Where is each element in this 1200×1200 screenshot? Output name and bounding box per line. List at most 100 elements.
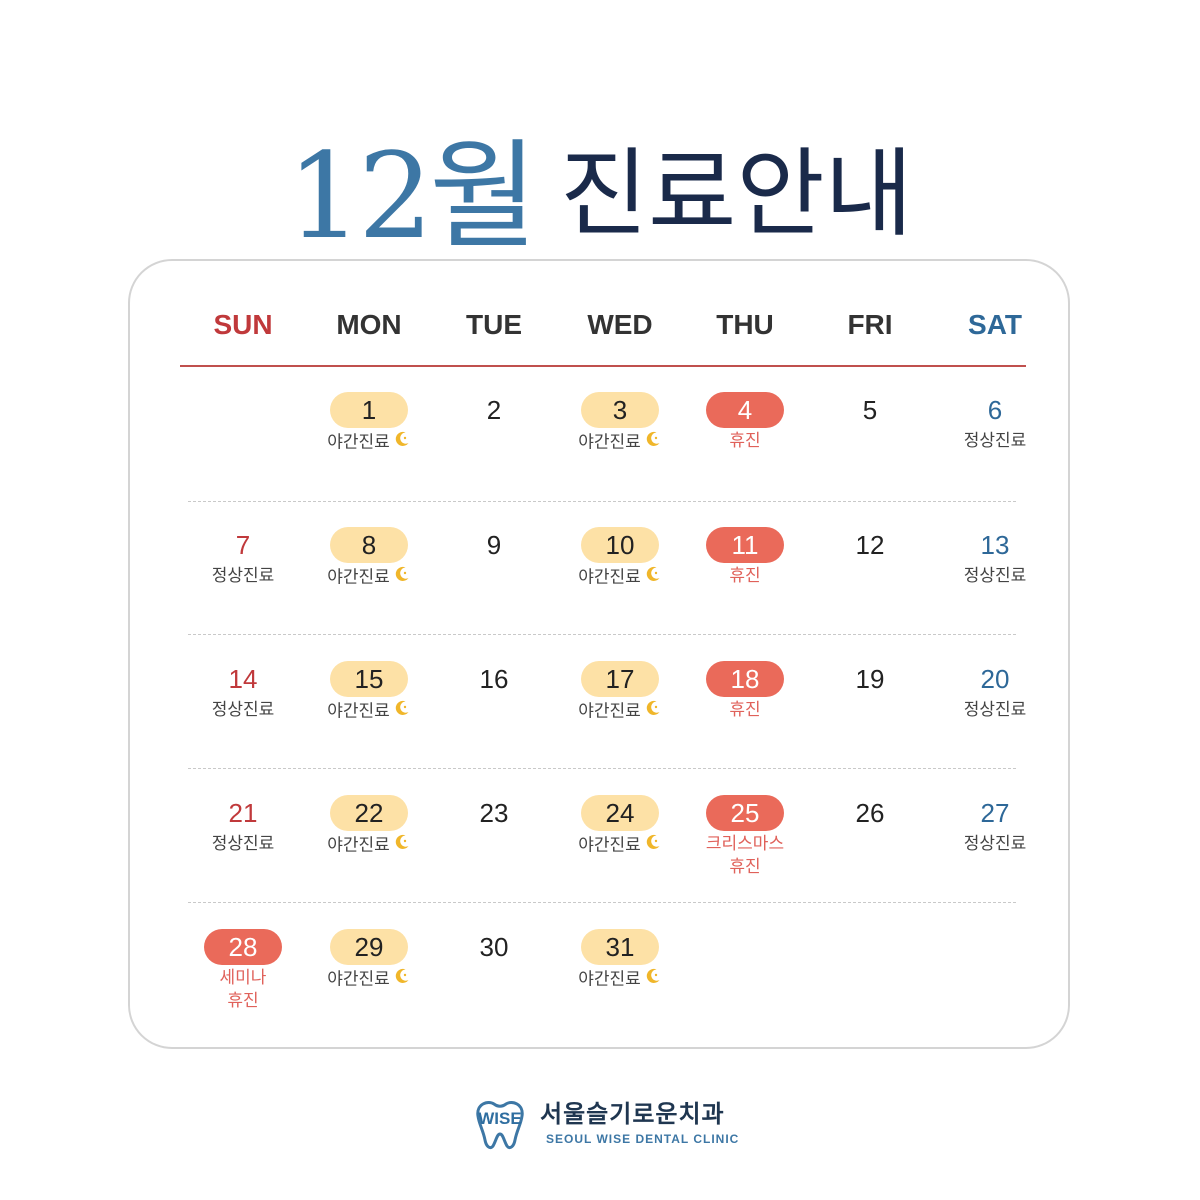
day-number: 22 [354, 798, 384, 828]
day-note-line: 정상진료 [963, 566, 1027, 586]
day-number: 2 [486, 395, 502, 425]
night-clinic-badge [330, 929, 408, 965]
calendar-day-9: 9 [431, 527, 557, 647]
day-note-line: 야간진료 [557, 967, 683, 992]
week-divider [188, 902, 1016, 903]
calendar-day-22: 22 야간진료 [306, 795, 432, 915]
night-clinic-badge [330, 392, 408, 428]
night-clinic-badge [581, 527, 659, 563]
day-note: 세미나 휴진 [180, 967, 306, 1013]
day-number: 9 [486, 530, 502, 560]
calendar-day-10: 10 야간진료 [557, 527, 683, 647]
day-note-line: 야간진료 [557, 833, 683, 858]
week-divider [188, 501, 1016, 502]
day-note-line: 정상진료 [963, 834, 1027, 854]
day-number: 29 [354, 932, 384, 962]
day-note: 정상진료 [180, 565, 306, 588]
day-number: 27 [980, 798, 1010, 828]
closed-badge [706, 392, 784, 428]
weekday-mon: MON [336, 309, 402, 340]
night-clinic-badge [581, 929, 659, 965]
day-number: 3 [612, 395, 628, 425]
weekday-wed: WED [587, 309, 653, 340]
title-month: 12월 [287, 127, 538, 265]
day-note-line: 정상진료 [211, 834, 275, 854]
day-note-line: 야간진료 [306, 565, 432, 590]
day-note: 야간진료 [557, 699, 683, 724]
moon-icon [393, 565, 411, 590]
day-note-line: 크리스마스 [705, 834, 785, 854]
night-clinic-badge [581, 795, 659, 831]
day-note: 야간진료 [557, 565, 683, 590]
day-number: 23 [479, 798, 509, 828]
calendar-day-6: 6 정상진료 [932, 392, 1058, 512]
day-note-line: 정상진료 [211, 700, 275, 720]
day-number: 11 [731, 530, 759, 560]
moon-icon [644, 430, 662, 455]
night-clinic-badge [330, 795, 408, 831]
day-note-line: 야간진료 [557, 430, 683, 455]
weekday-header: SUN MON TUE WED THU FRI SAT [180, 305, 1026, 365]
day-note: 정상진료 [932, 430, 1058, 453]
day-note: 야간진료 [306, 565, 432, 590]
calendar-day-26: 26 [807, 795, 933, 915]
day-note: 야간진료 [557, 430, 683, 455]
calendar-day-16: 16 [431, 661, 557, 781]
day-note: 야간진료 [306, 967, 432, 992]
weekday-sun: SUN [213, 309, 273, 340]
day-number: 14 [228, 664, 258, 694]
calendar-day-1: 1 야간진료 [306, 392, 432, 512]
calendar-day-25: 25 크리스마스 휴진 [682, 795, 808, 915]
closed-badge [706, 527, 784, 563]
day-note: 휴진 [682, 565, 808, 588]
tooth-logo-icon: WISE [476, 1101, 524, 1150]
day-number: 12 [855, 530, 885, 560]
calendar-day-5: 5 [807, 392, 933, 512]
page-title: 12월 진료안내 [0, 100, 1200, 271]
day-number: 5 [862, 395, 878, 425]
day-note: 정상진료 [180, 833, 306, 856]
day-note: 크리스마스 휴진 [682, 833, 808, 879]
calendar-day-28: 28 세미나 휴진 [180, 929, 306, 1049]
clinic-name-ko: 서울슬기로운치과 [540, 1100, 725, 1128]
weekday-sat: SAT [968, 309, 1022, 340]
day-number: 17 [605, 664, 635, 694]
closed-badge [204, 929, 282, 965]
day-number: 6 [987, 395, 1003, 425]
clinic-logo: WISE 서울슬기로운치과 SEOUL WISE DENTAL CLINIC [470, 1092, 750, 1156]
day-note-line: 야간진료 [306, 967, 432, 992]
calendar-day-30: 30 [431, 929, 557, 1049]
weekday-tue: TUE [466, 309, 522, 340]
day-number: 1 [361, 395, 377, 425]
day-number: 24 [605, 798, 635, 828]
closed-badge [706, 661, 784, 697]
day-note: 정상진료 [932, 833, 1058, 856]
day-note-line: 야간진료 [306, 699, 432, 724]
calendar-day-21: 21 정상진료 [180, 795, 306, 915]
day-note-line: 휴진 [729, 431, 761, 451]
day-number: 25 [730, 798, 760, 828]
day-note: 야간진료 [306, 430, 432, 455]
moon-icon [393, 430, 411, 455]
day-number: 18 [730, 664, 760, 694]
day-note-line: 야간진료 [557, 565, 683, 590]
calendar-day-20: 20 정상진료 [932, 661, 1058, 781]
day-note-line: 휴진 [227, 991, 259, 1011]
weekday-fri: FRI [847, 309, 893, 340]
day-number: 15 [354, 664, 384, 694]
moon-icon [644, 967, 662, 992]
calendar-day-3: 3 야간진료 [557, 392, 683, 512]
day-number: 26 [855, 798, 885, 828]
day-note: 야간진료 [306, 833, 432, 858]
night-clinic-badge [330, 661, 408, 697]
calendar-day-27: 27 정상진료 [932, 795, 1058, 915]
calendar-day-23: 23 [431, 795, 557, 915]
day-number: 10 [605, 530, 635, 560]
day-number: 31 [605, 932, 635, 962]
day-number: 7 [235, 530, 251, 560]
day-number: 19 [855, 664, 885, 694]
calendar-day-15: 15 야간진료 [306, 661, 432, 781]
day-note: 야간진료 [557, 833, 683, 858]
day-number: 21 [228, 798, 258, 828]
night-clinic-badge [581, 661, 659, 697]
